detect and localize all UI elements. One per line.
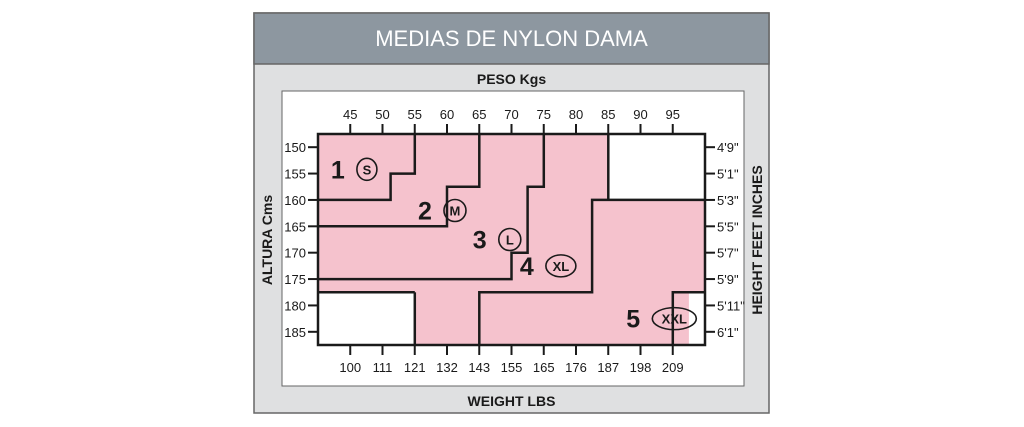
size-code-S: S xyxy=(363,162,372,177)
bottom-tick-label: 100 xyxy=(339,360,361,375)
left-tick-label: 175 xyxy=(284,272,306,287)
bottom-tick-label: 132 xyxy=(436,360,458,375)
left-tick-label: 150 xyxy=(284,140,306,155)
top-tick-label: 45 xyxy=(343,107,357,122)
right-axis-title: HEIGHT FEET INCHES xyxy=(749,165,765,314)
boundary-size-5-corner xyxy=(671,291,705,345)
left-tick-label: 165 xyxy=(284,219,306,234)
title-band xyxy=(253,12,770,65)
bottom-tick-label: 155 xyxy=(501,360,523,375)
top-tick-label: 90 xyxy=(633,107,647,122)
right-tick-label: 5'1" xyxy=(717,167,739,182)
boundary-size-2 xyxy=(318,134,481,228)
size-labels: 1 S 2 M3 L4 XL 5 XXL xyxy=(331,156,698,334)
bottom-tick-label: 121 xyxy=(404,360,426,375)
bottom-tick-label: 111 xyxy=(373,360,393,375)
bottom-tick-label: 198 xyxy=(630,360,652,375)
size-number-3: 3 xyxy=(473,227,487,255)
size-code-M: M xyxy=(450,203,461,218)
top-tick-label: 50 xyxy=(375,107,389,122)
bottom-axis-title: WEIGHT LBS xyxy=(468,393,556,409)
right-tick-label: 5'5" xyxy=(717,219,739,234)
right-tick-label: 5'11" xyxy=(717,298,745,313)
size-number-2: 2 xyxy=(418,197,432,225)
right-tick-label: 5'7" xyxy=(717,246,739,261)
top-tick-label: 85 xyxy=(601,107,615,122)
boundary-size-3 xyxy=(318,134,546,281)
bottom-tick-label: 143 xyxy=(468,360,490,375)
size-code-L: L xyxy=(506,233,514,248)
top-tick-label: 95 xyxy=(666,107,680,122)
size-code-ring xyxy=(545,254,577,278)
left-tick-label: 155 xyxy=(284,167,306,182)
bottom-tick-label: 187 xyxy=(597,360,619,375)
top-axis-title: PESO Kgs xyxy=(477,71,546,87)
top-tick-label: 70 xyxy=(504,107,518,122)
left-tick-label: 180 xyxy=(284,298,306,313)
right-tick-label: 5'9" xyxy=(717,272,739,287)
top-tick-label: 75 xyxy=(537,107,551,122)
size-number-1: 1 xyxy=(331,156,345,184)
left-tick-label: 185 xyxy=(284,325,306,340)
left-axis-title: ALTURA Cms xyxy=(259,195,275,285)
top-tick-label: 65 xyxy=(472,107,486,122)
bottom-tick-label: 209 xyxy=(662,360,684,375)
right-tick-label: 4'9" xyxy=(717,140,739,155)
size-number-4: 4 xyxy=(520,253,534,281)
bottom-tick-label: 176 xyxy=(565,360,587,375)
top-tick-label: 80 xyxy=(569,107,583,122)
size-number-5: 5 xyxy=(626,306,640,334)
boundary-size-4 xyxy=(478,198,705,345)
top-tick-label: 55 xyxy=(408,107,422,122)
bottom-tick-label: 165 xyxy=(533,360,555,375)
left-tick-label: 170 xyxy=(284,246,306,261)
left-tick-label: 160 xyxy=(284,193,306,208)
top-tick-label: 60 xyxy=(440,107,454,122)
size-code-ring xyxy=(443,198,467,223)
right-tick-label: 6'1" xyxy=(717,325,739,340)
right-tick-label: 5'3" xyxy=(717,193,739,208)
boundary-size-1 xyxy=(318,134,417,202)
size-code-ring xyxy=(356,157,378,182)
size-code-ring xyxy=(651,306,698,331)
size-code-XL: XL xyxy=(553,259,570,274)
size-code-ring xyxy=(497,227,522,252)
size-code-XXL: XXL xyxy=(662,312,687,327)
chart-title: MEDIAS DE NYLON DAMA xyxy=(375,26,648,51)
